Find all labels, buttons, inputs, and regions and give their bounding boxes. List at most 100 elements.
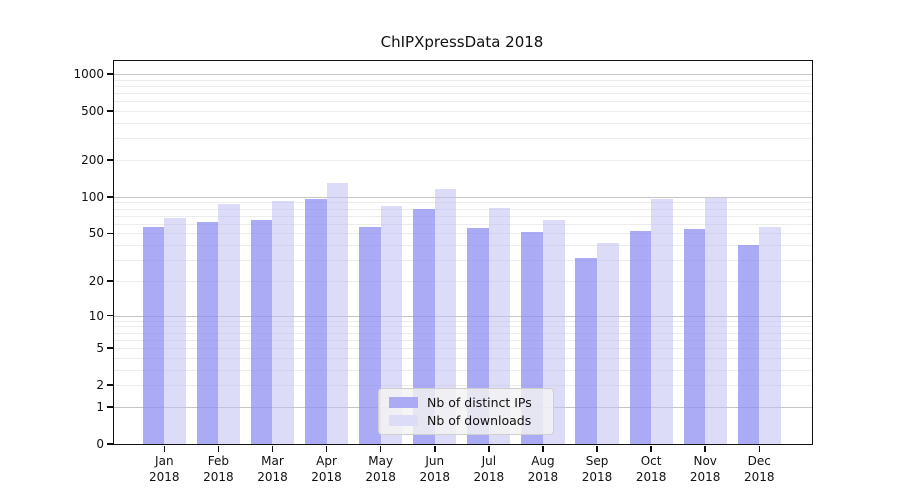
gridline-minor-3 [114,369,812,371]
gridline-minor-20 [114,280,812,282]
y-tick-label-0: 0 [96,437,104,451]
gridline-minor-9 [114,320,812,322]
x-tick-label-nov: Nov 2018 [689,454,721,484]
x-tick-label-feb: Feb 2018 [203,454,234,484]
gridline-minor-30 [114,260,812,262]
y-tick-label-500: 500 [81,104,104,119]
y-tick-mark-0 [106,443,113,445]
legend-label-distinct-ips: Nb of distinct IPs [427,394,532,410]
gridline-minor-300 [114,138,812,140]
x-tick-mark-aug [542,445,544,452]
gridline-major-100 [114,196,812,198]
y-tick-mark-1 [106,406,113,408]
y-tick-mark-5 [106,347,113,349]
bar-downloads-oct [651,199,673,444]
gridline-minor-900 [114,79,812,81]
plot-area: 0 1 2 5 10 20 50 100 200 500 1000 Jan 2018 Feb 2018 Ma… [73,60,813,484]
x-tick-label-mar: Mar 2018 [257,454,288,484]
bar-distinct-ips-apr [304,199,327,444]
x-tick-mark-nov [704,445,706,452]
bar-downloads-may [380,206,403,444]
legend-label-downloads: Nb of downloads [427,413,532,429]
bar-downloads-jun [434,189,457,444]
gridline-minor-200 [114,160,812,162]
y-tick-mark-500 [106,110,113,112]
x-tick-label-sep: Sep 2018 [581,454,613,484]
bar-distinct-ips-oct [629,231,652,444]
y-tick-mark-20 [106,280,113,282]
x-tick-label-jan: Jan 2018 [149,454,180,484]
gridline-minor-40 [114,245,812,247]
gridline-major-1000 [114,74,812,76]
gridline-minor-600 [114,101,812,103]
gridline-minor-50 [114,233,812,235]
x-tick-label-oct: Oct 2018 [635,454,667,484]
gridline-minor-800 [114,85,812,87]
bar-downloads-aug [542,219,565,444]
y-tick-label-1000: 1000 [73,67,104,82]
gridline-minor-80 [114,208,812,210]
x-tick-label-jul: Jul 2018 [473,454,505,484]
gridline-minor-500 [114,111,812,113]
legend-item-distinct-ips: Nb of distinct IPs [379,395,553,410]
bar-downloads-feb [218,203,240,444]
y-tick-mark-200 [106,159,113,161]
y-tick-mark-2 [106,384,113,386]
gridline-minor-700 [114,93,812,95]
x-tick-mark-feb [217,445,220,452]
bar-distinct-ips-dec [737,245,760,444]
x-tick-mark-mar [271,445,274,452]
bar-distinct-ips-feb [196,222,219,444]
legend-swatch-distinct-ips [389,396,418,408]
y-tick-label-5: 5 [96,341,104,356]
bar-downloads-jan [164,218,186,444]
gridline-minor-70 [114,215,812,217]
y-tick-label-50: 50 [88,226,104,241]
legend-swatch-downloads [389,415,418,427]
bar-downloads-apr [326,182,349,444]
gridline-minor-60 [114,223,812,225]
gridline-major-10 [114,315,812,317]
gridline-minor-5 [114,348,812,350]
y-tick-mark-50 [106,232,113,235]
bar-distinct-ips-mar [250,219,273,444]
y-tick-label-2: 2 [96,378,104,393]
y-tick-label-200: 200 [81,153,104,168]
gridline-minor-90 [114,202,812,204]
x-tick-mark-jul [488,445,490,452]
y-tick-mark-100 [106,196,113,198]
y-tick-label-1: 1 [96,399,104,414]
legend: Nb of distinct IPs Nb of downloads [378,388,554,435]
x-tick-label-aug: Aug 2018 [527,454,559,484]
bar-distinct-ips-may [359,226,381,444]
y-tick-mark-1000 [106,73,113,75]
x-tick-label-jun: Jun 2018 [419,454,451,484]
gridline-minor-4 [114,357,812,359]
gridline-minor-400 [114,123,812,125]
x-tick-label-may: May 2018 [365,454,396,484]
x-tick-mark-sep [596,445,598,452]
gridline-minor-8 [114,326,812,328]
gridline-minor-6 [114,339,812,341]
bar-downloads-nov [705,197,727,444]
chart-title: ChIPXpressData 2018 [380,33,544,51]
x-tick-label-dec: Dec 2018 [744,454,775,484]
bar-downloads-mar [272,201,295,444]
x-tick-mark-jan [163,445,166,452]
x-tick-mark-apr [325,445,328,452]
bar-distinct-ips-nov [683,229,706,444]
legend-item-downloads: Nb of downloads [379,413,553,428]
y-tick-label-100: 100 [81,189,104,204]
x-tick-label-apr: Apr 2018 [311,454,342,484]
bar-distinct-ips-sep [575,258,597,444]
x-tick-mark-oct [650,445,652,452]
bar-downloads-sep [597,242,619,444]
x-tick-mark-dec [758,445,761,452]
bar-downloads-dec [759,226,781,444]
y-tick-label-10: 10 [88,308,104,323]
bar-distinct-ips-jan [142,226,165,444]
x-tick-mark-may [379,445,382,452]
y-tick-mark-10 [106,314,113,317]
gridline-minor-2 [114,385,812,387]
